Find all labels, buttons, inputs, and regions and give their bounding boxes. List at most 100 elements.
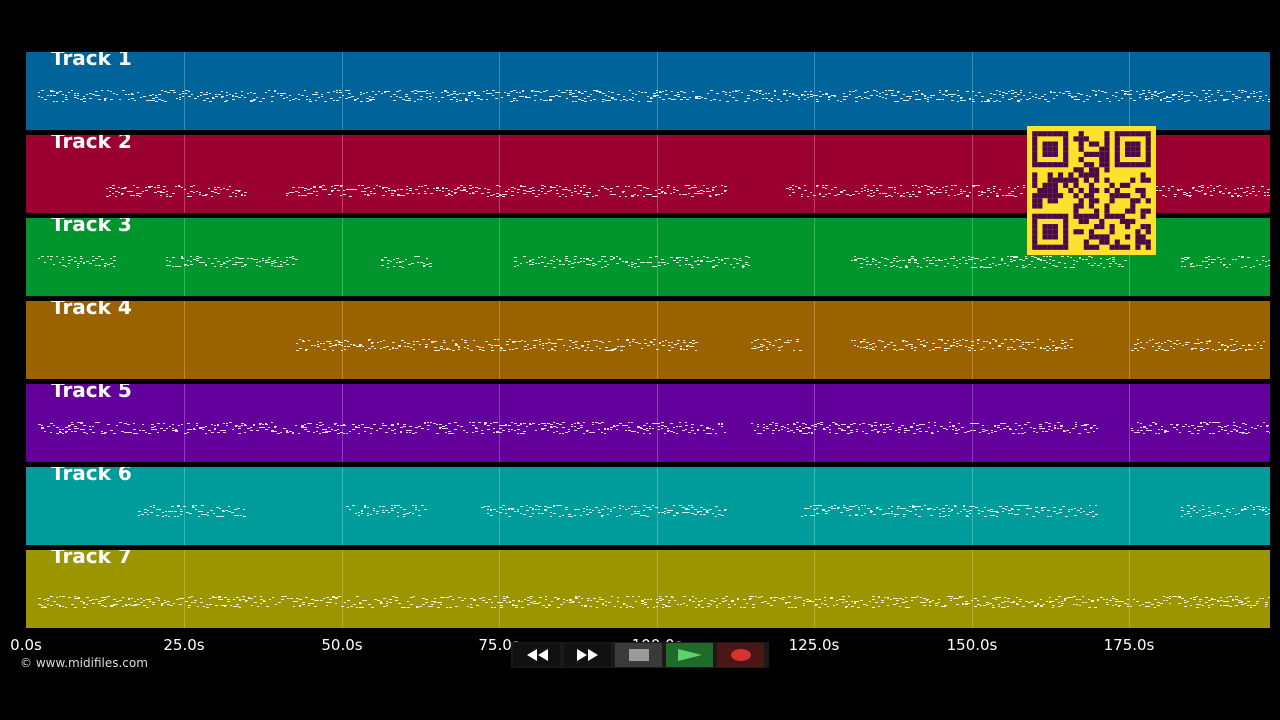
note-mark [183, 506, 186, 507]
note-mark [697, 430, 699, 431]
gridline [814, 218, 815, 296]
qr-module [1088, 151, 1095, 157]
note-mark [981, 511, 984, 512]
note-mark [716, 598, 718, 599]
note-mark [331, 186, 333, 187]
note-mark [664, 264, 666, 265]
note-mark [972, 506, 975, 507]
note-mark [569, 599, 572, 600]
note-mark [1137, 430, 1139, 431]
note-mark [563, 345, 565, 346]
qr-module [1083, 193, 1089, 199]
note-mark [416, 607, 419, 608]
note-mark [440, 346, 443, 347]
note-mark [163, 186, 166, 187]
note-mark [706, 512, 709, 513]
note-mark [780, 101, 782, 102]
note-mark [959, 340, 961, 341]
note-mark [503, 600, 506, 601]
note-mark [182, 96, 184, 97]
note-mark [915, 185, 917, 186]
qr-module [1125, 193, 1131, 199]
note-mark [201, 505, 204, 506]
note-mark [590, 606, 592, 607]
note-mark [960, 189, 962, 190]
note-mark [74, 428, 77, 429]
note-mark [560, 339, 563, 340]
note-mark [990, 192, 992, 193]
note-mark [481, 430, 483, 431]
note-mark [307, 189, 310, 190]
note-mark [890, 599, 892, 600]
note-mark [1011, 98, 1013, 99]
note-mark [574, 191, 577, 192]
note-mark [456, 101, 458, 102]
note-mark [241, 95, 243, 96]
note-mark [364, 427, 367, 428]
note-mark [894, 189, 896, 190]
note-mark [572, 342, 574, 343]
note-mark [1020, 90, 1022, 91]
note-mark [1256, 101, 1259, 102]
note-mark [673, 505, 675, 506]
note-mark [608, 350, 611, 351]
note-mark [1080, 508, 1082, 509]
note-mark [340, 195, 342, 196]
note-mark [397, 189, 399, 190]
note-mark [816, 505, 819, 506]
note-mark [984, 507, 986, 508]
note-mark [178, 186, 181, 187]
note-mark [1154, 607, 1156, 608]
note-mark [610, 259, 613, 260]
note-mark [1217, 92, 1219, 93]
note-mark [718, 424, 720, 425]
note-mark [1095, 91, 1097, 92]
note-mark [538, 190, 540, 191]
note-mark [1015, 429, 1017, 430]
note-mark [1208, 259, 1210, 260]
note-mark [876, 508, 878, 509]
gridline [657, 550, 658, 628]
note-mark [700, 190, 703, 191]
note-mark [700, 514, 702, 515]
note-mark [326, 602, 329, 603]
note-mark [382, 195, 385, 196]
note-mark [1001, 343, 1004, 344]
note-mark [814, 424, 817, 425]
note-mark [1024, 432, 1026, 433]
note-mark [1061, 605, 1063, 606]
note-mark [653, 339, 656, 340]
qr-module [1099, 151, 1105, 157]
note-mark [740, 607, 742, 608]
qr-module [1094, 198, 1100, 204]
note-mark [1202, 516, 1205, 517]
note-mark [541, 513, 544, 514]
qr-module [1032, 177, 1038, 183]
note-mark [341, 350, 343, 351]
note-mark [1210, 185, 1212, 186]
note-mark [440, 604, 442, 605]
note-mark [872, 596, 875, 597]
note-mark [283, 93, 286, 94]
note-mark [181, 257, 183, 258]
note-mark [1005, 506, 1008, 507]
note-mark [574, 262, 576, 263]
note-mark [843, 93, 845, 94]
note-mark [280, 261, 282, 262]
note-mark [417, 256, 420, 257]
note-mark [989, 603, 992, 604]
note-mark [939, 189, 941, 190]
note-mark [972, 99, 974, 100]
note-mark [981, 191, 983, 192]
note-mark [1096, 428, 1098, 429]
note-mark [980, 266, 983, 267]
note-mark [869, 348, 872, 349]
note-mark [359, 603, 362, 604]
note-mark [101, 90, 103, 91]
note-mark [499, 195, 502, 196]
note-mark [493, 432, 495, 433]
note-mark [1027, 422, 1030, 423]
note-mark [1241, 510, 1243, 511]
note-mark [610, 429, 612, 430]
note-mark [168, 516, 170, 517]
